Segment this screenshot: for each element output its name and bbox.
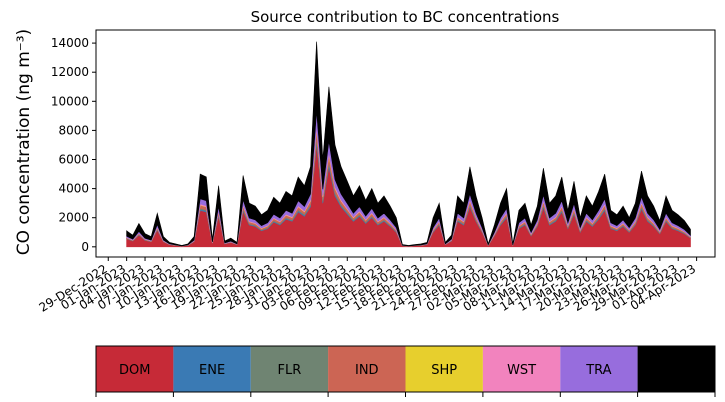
plot-frame [95,29,716,258]
legend-colorbar: DOM ENE FLR IND SHP WST TRA BB [95,345,716,397]
y-tick-label: 14000 [51,36,89,50]
legend-swatch-flr [250,346,329,392]
chart-title: Source contribution to BC concentrations [251,8,560,26]
legend-label-wst: WST [507,363,536,378]
y-tick-label: 12000 [51,65,89,79]
y-tick-label: 8000 [58,123,89,137]
legend-label-shp: SHP [431,363,457,378]
x-axis: 29-Dec-202201-Jan-202304-Jan-202307-Jan-… [37,257,698,315]
legend-label-flr: FLR [278,363,302,378]
y-tick-label: 10000 [51,94,89,108]
legend-swatch-wst [482,346,561,392]
y-axis: 0 2000 4000 6000 8000 10000 12000 14000 [51,36,96,254]
y-tick-label: 2000 [58,211,89,225]
legend-swatch-bb [637,346,715,392]
legend-swatch-dom [96,346,174,392]
area-bb [126,41,691,247]
legend-swatch-shp [405,346,483,392]
legend-label-ind: IND [355,363,379,378]
legend-label-ene: ENE [199,363,225,378]
legend-label-bb: BB [667,363,685,378]
y-tick-label: 0 [81,240,89,254]
y-tick-label: 6000 [58,153,89,167]
y-axis-label: CO concentration (ng m⁻³) [14,29,34,255]
stacked-areas [126,41,691,248]
legend-swatch-ind [328,346,406,392]
legend-swatch-ene [173,346,251,392]
plot-area: 0 2000 4000 6000 8000 10000 12000 14000 29-Dec-… [37,29,716,315]
legend-label-dom: DOM [119,363,150,378]
y-tick-label: 4000 [58,182,89,196]
legend-swatch-tra [560,346,638,392]
legend-label-tra: TRA [585,363,611,378]
